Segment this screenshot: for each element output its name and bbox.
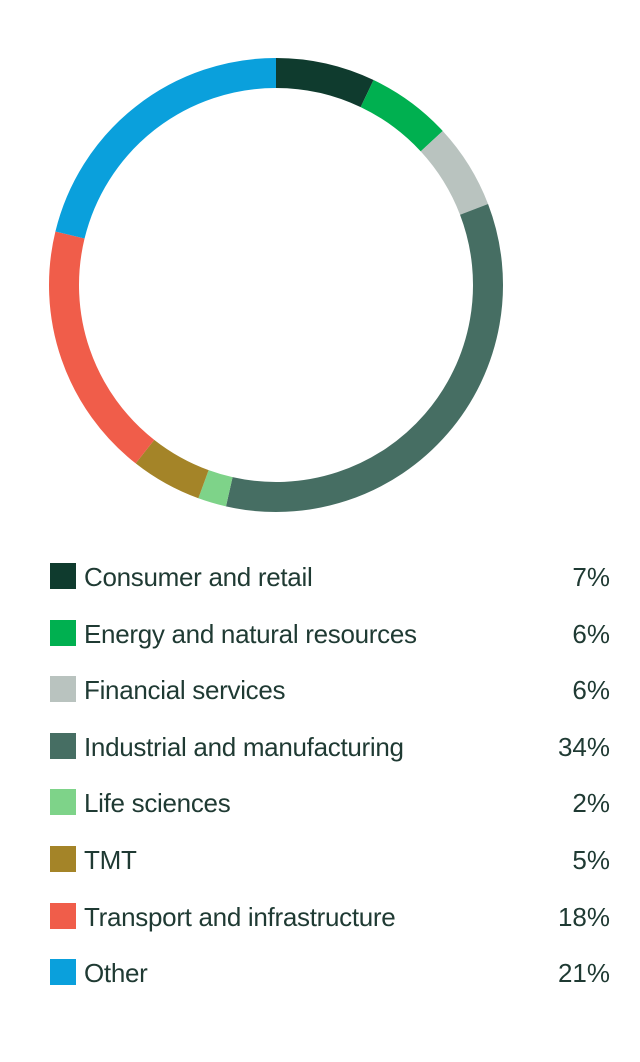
- legend-value: 6%: [572, 675, 610, 706]
- legend-value: 21%: [557, 958, 610, 989]
- legend-row-life-sciences: Life sciences 2%: [50, 786, 610, 843]
- legend-label: Financial services: [84, 675, 286, 706]
- legend-row-transport-and-infrastructure: Transport and infrastructure 18%: [50, 900, 610, 957]
- legend-value: 34%: [557, 731, 610, 762]
- legend-label: Industrial and manufacturing: [84, 731, 404, 762]
- legend-swatch-financial-services: [50, 676, 76, 703]
- donut-chart: [49, 58, 503, 512]
- legend-swatch-energy-and-natural-resources: [50, 619, 76, 646]
- legend-value: 7%: [572, 562, 610, 592]
- donut-slice-transport-and-infrastructure: [49, 231, 155, 464]
- donut-slice-consumer-and-retail: [275, 58, 374, 108]
- legend-row-consumer-and-retail: Consumer and retail 7%: [50, 560, 610, 617]
- legend-swatch-tmt: [50, 845, 76, 872]
- donut-slice-energy-and-natural-resources: [360, 80, 443, 152]
- legend-value: 6%: [572, 618, 610, 649]
- donut-slice-life-sciences: [198, 470, 233, 507]
- legend-label: Other: [84, 958, 148, 989]
- legend-row-tmt: TMT 5%: [50, 843, 610, 900]
- legend-swatch-other: [50, 959, 76, 986]
- chart-legend: Consumer and retail 7% Energy and natura…: [50, 560, 610, 1013]
- donut-slice-financial-services: [420, 130, 489, 216]
- donut-slice-tmt: [135, 439, 209, 499]
- legend-value: 18%: [557, 901, 610, 932]
- legend-label: TMT: [84, 844, 137, 875]
- legend-row-other: Other 21%: [50, 956, 610, 1013]
- legend-value: 2%: [572, 788, 610, 819]
- legend-swatch-consumer-and-retail: [50, 563, 76, 589]
- legend-swatch-transport-and-infrastructure: [50, 902, 76, 929]
- legend-value: 5%: [572, 844, 610, 875]
- legend-row-financial-services: Financial services 6%: [50, 673, 610, 730]
- donut-slice-industrial-and-manufacturing: [226, 204, 503, 512]
- donut-slice-other: [55, 58, 277, 239]
- legend-swatch-life-sciences: [50, 789, 76, 816]
- legend-label: Consumer and retail: [84, 562, 313, 592]
- legend-label: Transport and infrastructure: [84, 901, 396, 932]
- legend-label: Energy and natural resources: [84, 618, 417, 649]
- legend-row-industrial-and-manufacturing: Industrial and manufacturing 34%: [50, 730, 610, 787]
- legend-row-energy-and-natural-resources: Energy and natural resources 6%: [50, 617, 610, 674]
- legend-label: Life sciences: [84, 788, 231, 819]
- legend-swatch-industrial-and-manufacturing: [50, 732, 76, 759]
